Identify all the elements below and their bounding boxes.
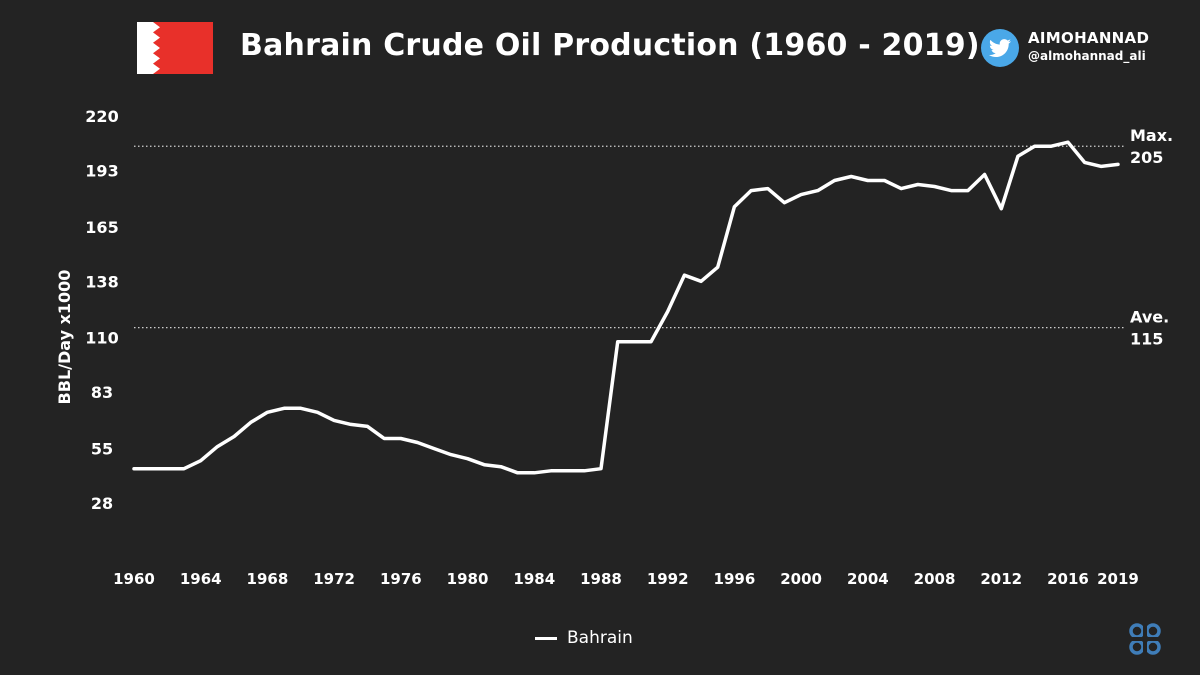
x-tick-label: 1980 <box>447 570 489 588</box>
y-tick-label: 83 <box>91 383 113 402</box>
y-tick-label: 193 <box>85 161 118 180</box>
brand-block: AIMOHANNAD @almohannad_ali <box>980 28 1180 72</box>
x-tick-label: 2016 <box>1047 570 1089 588</box>
reference-lines: Max. 205 Ave. 115 <box>134 126 1173 349</box>
x-tick-label: 1976 <box>380 570 422 588</box>
y-tick-label: 220 <box>85 107 118 126</box>
y-tick-label: 165 <box>85 218 118 237</box>
x-axis-ticks: 1960 1964 1968 1972 1976 1980 1984 1988 1992 1996… <box>113 570 1139 588</box>
y-tick-label: 55 <box>91 440 113 459</box>
x-tick-label: 1988 <box>580 570 622 588</box>
y-tick-label: 28 <box>91 494 113 513</box>
x-tick-label: 2008 <box>914 570 956 588</box>
x-tick-label: 1968 <box>247 570 289 588</box>
x-tick-label: 1960 <box>113 570 155 588</box>
x-tick-label: 1964 <box>180 570 222 588</box>
x-tick-label: 1996 <box>714 570 756 588</box>
bahrain-flag-icon <box>137 22 213 74</box>
x-tick-label: 2019 <box>1097 570 1139 588</box>
x-tick-label: 2012 <box>980 570 1022 588</box>
opec-logo-icon <box>1128 622 1162 656</box>
x-tick-label: 1984 <box>513 570 555 588</box>
legend-label-bahrain: Bahrain <box>567 628 633 648</box>
brand-name: AIMOHANNAD <box>1028 29 1150 47</box>
series-line-bahrain <box>132 140 1120 475</box>
reference-value: 115 <box>1130 330 1163 349</box>
reference-value: 205 <box>1130 148 1163 167</box>
chart-title: Bahrain Crude Oil Production (1960 - 201… <box>240 28 980 63</box>
y-axis-ticks: 28 55 83 110 138 165 193 220 <box>85 107 118 513</box>
series-lines <box>132 140 1120 475</box>
y-tick-label: 138 <box>85 272 118 291</box>
y-tick-label: 110 <box>85 329 118 348</box>
x-tick-label: 2004 <box>847 570 889 588</box>
flag-red-field <box>153 22 213 74</box>
legend-swatch-bahrain <box>535 637 557 640</box>
reference-label: Ave. <box>1130 308 1169 327</box>
x-tick-label: 1992 <box>647 570 689 588</box>
brand-handle[interactable]: @almohannad_ali <box>1028 49 1146 63</box>
x-tick-label: 1972 <box>313 570 355 588</box>
twitter-bird-icon[interactable] <box>980 28 1020 68</box>
y-axis-label: BBL/Day x1000 <box>55 270 74 405</box>
x-tick-label: 2000 <box>780 570 822 588</box>
reference-label: Max. <box>1130 126 1173 145</box>
